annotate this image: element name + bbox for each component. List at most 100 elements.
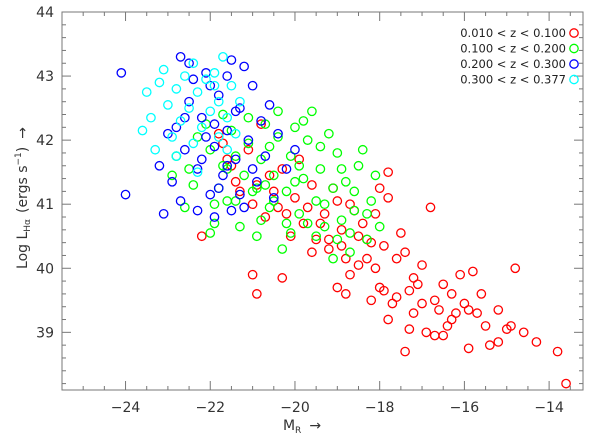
data-point: [243, 112, 254, 123]
data-point: [243, 144, 254, 155]
data-point: [205, 228, 216, 238]
data-point: [230, 106, 241, 117]
data-point: [209, 199, 220, 210]
data-point: [251, 231, 262, 242]
data-point: [383, 167, 394, 178]
data-point: [438, 279, 449, 290]
data-point: [281, 186, 292, 197]
data-point: [463, 343, 474, 354]
data-point: [493, 337, 504, 347]
data-point: [137, 125, 148, 136]
data-point: [158, 64, 169, 75]
data-point: [298, 218, 309, 229]
data-point: [366, 295, 377, 306]
data-point: [501, 324, 512, 334]
data-point: [175, 196, 186, 206]
legend-marker: [569, 59, 579, 69]
data-point: [362, 208, 372, 219]
data-point: [446, 314, 457, 325]
data-point: [188, 58, 199, 69]
x-tick-label: −24: [111, 400, 141, 416]
data-point: [205, 189, 216, 200]
data-point: [277, 244, 288, 254]
data-point: [383, 314, 394, 325]
data-point: [518, 327, 529, 338]
data-point: [260, 180, 271, 190]
data-point: [336, 164, 347, 174]
y-axis-title: Log LHα(ergs s−1)→: [14, 127, 33, 269]
data-point: [324, 234, 334, 245]
data-point: [383, 192, 394, 203]
data-point: [290, 144, 300, 155]
data-point: [171, 151, 182, 162]
ticks-layer: −24 −22 −20 −18 −16 −14 39 40 41 42 43 44: [36, 5, 583, 416]
data-point: [345, 228, 355, 238]
data-point: [307, 106, 317, 117]
data-point: [239, 170, 249, 181]
data-point: [213, 128, 224, 139]
data-point: [218, 170, 228, 181]
data-point: [196, 112, 207, 123]
data-point: [353, 231, 364, 242]
data-point: [192, 167, 203, 178]
data-point: [459, 298, 470, 309]
y-tick-label: 39: [36, 325, 54, 341]
data-point: [340, 289, 351, 299]
data-point: [336, 224, 347, 235]
data-point: [455, 269, 466, 280]
data-point: [184, 164, 194, 174]
x-tick-label: −22: [195, 400, 225, 416]
data-point: [345, 269, 355, 280]
data-point: [235, 221, 245, 232]
data-point: [268, 196, 279, 206]
data-point: [222, 71, 233, 81]
data-point: [340, 176, 351, 187]
data-point: [188, 138, 199, 149]
data-point: [294, 160, 305, 171]
data-point: [366, 196, 377, 206]
data-point: [175, 116, 186, 126]
y-tick-label: 44: [36, 5, 54, 21]
data-point: [196, 231, 207, 242]
data-point: [324, 128, 334, 139]
data-point: [196, 122, 207, 133]
data-point: [230, 128, 241, 139]
data-point: [235, 189, 245, 200]
data-point: [374, 221, 385, 232]
data-point: [163, 100, 173, 110]
data-point: [294, 154, 305, 165]
data-point: [120, 189, 131, 200]
data-point: [188, 180, 199, 190]
data-point: [429, 295, 440, 306]
x-tick-label: −18: [365, 400, 395, 416]
data-point: [226, 205, 237, 216]
legend-label: 0.200 < z < 0.300: [460, 57, 566, 71]
data-point: [328, 183, 338, 194]
data-point: [319, 208, 330, 219]
data-point: [476, 289, 487, 299]
data-point: [425, 202, 436, 213]
data-point: [400, 247, 410, 258]
data-point: [235, 186, 245, 197]
data-point: [277, 273, 288, 283]
legend: 0.010 < z < 0.100 0.100 < z < 0.2000.200 …: [460, 26, 579, 87]
data-point: [150, 144, 161, 155]
data-point: [345, 247, 355, 258]
data-point: [298, 116, 309, 126]
data-point: [167, 176, 177, 187]
data-point: [353, 260, 364, 270]
data-point: [209, 141, 220, 152]
data-point: [192, 164, 203, 174]
data-point: [222, 196, 233, 206]
data-point: [222, 144, 233, 155]
data-point: [243, 138, 254, 149]
data-point: [324, 244, 334, 254]
y-tick-label: 43: [36, 69, 54, 85]
data-point: [179, 71, 190, 81]
data-point: [387, 298, 398, 309]
data-point: [561, 378, 571, 389]
data-point: [239, 61, 249, 72]
data-point: [349, 186, 360, 197]
data-point: [332, 148, 343, 158]
data-point: [205, 106, 216, 117]
